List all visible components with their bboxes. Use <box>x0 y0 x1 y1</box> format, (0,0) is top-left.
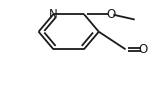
Text: O: O <box>139 43 148 56</box>
Text: O: O <box>106 8 115 21</box>
Text: N: N <box>49 8 58 21</box>
